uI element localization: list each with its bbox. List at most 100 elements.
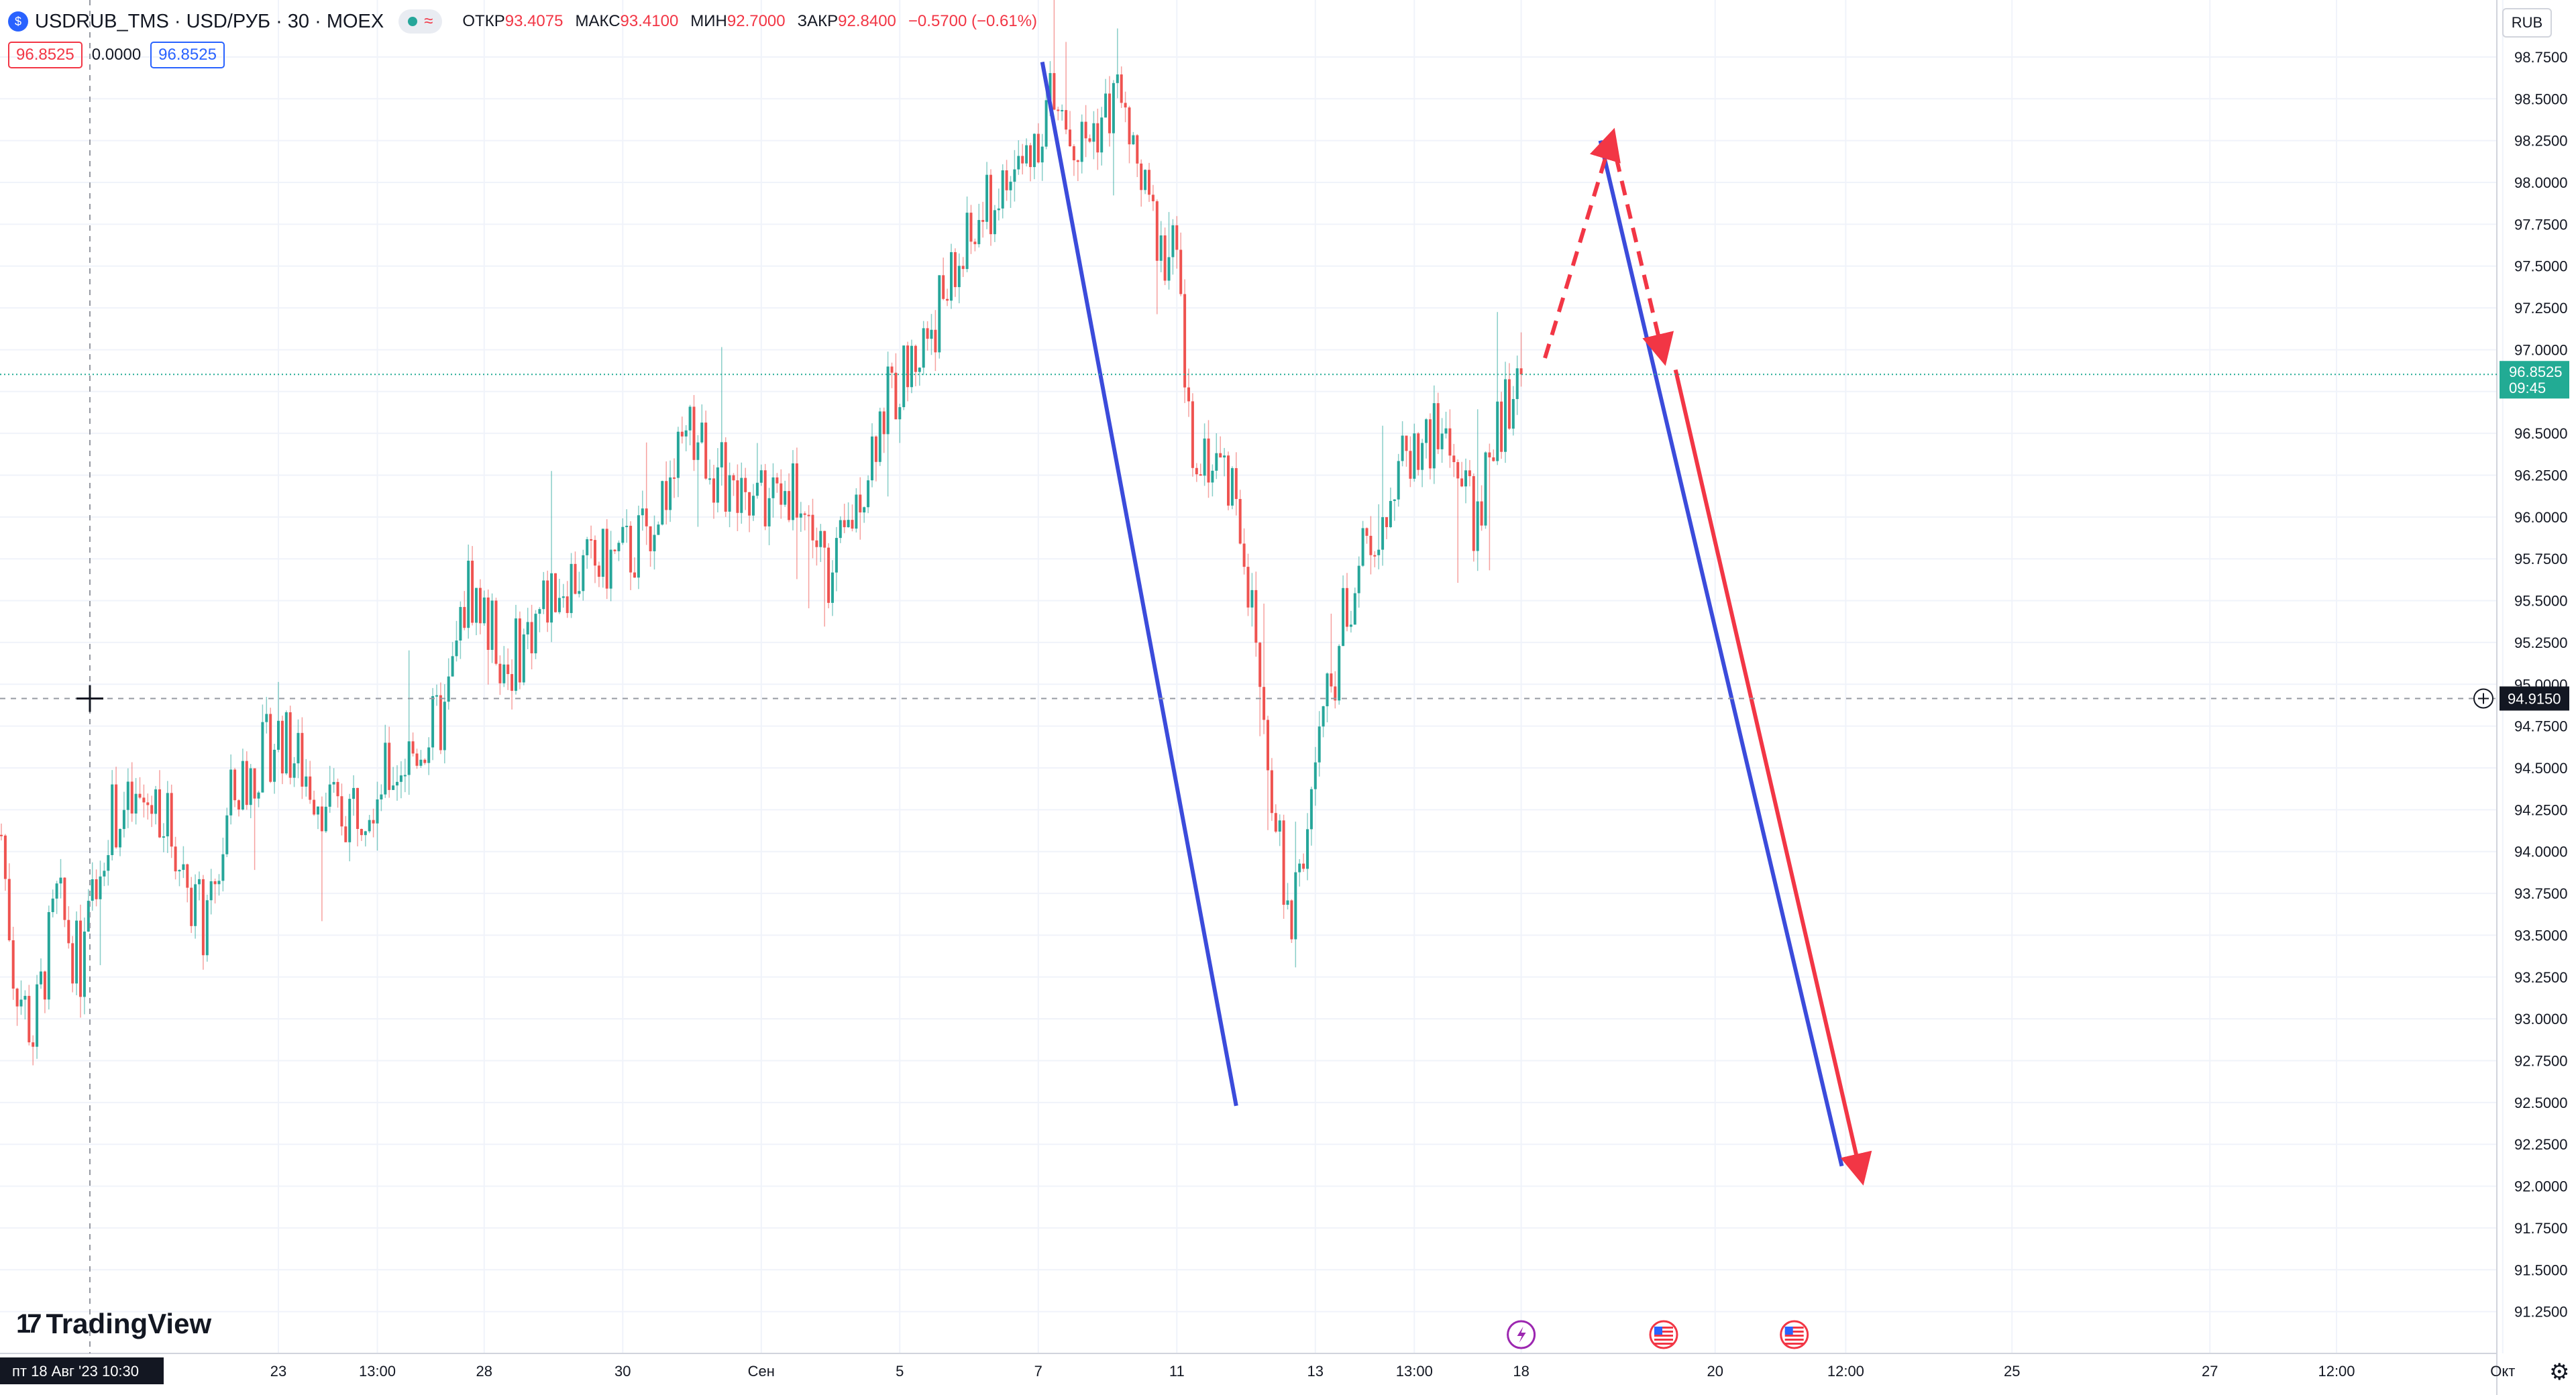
candle-body (233, 769, 237, 801)
candle-body (554, 573, 557, 612)
candle-body (392, 785, 395, 790)
time-tick-label: 30 (614, 1363, 631, 1380)
candle-body (475, 588, 478, 623)
candle-body (823, 531, 826, 548)
candle-body (32, 1042, 35, 1047)
candle-body (1369, 535, 1373, 555)
candle-body (431, 695, 435, 748)
candle-body (1476, 501, 1479, 551)
candle-body (134, 793, 138, 814)
candle-body (1302, 863, 1305, 869)
candle-body (209, 881, 213, 901)
candle-body (95, 879, 98, 899)
candle-body (700, 423, 704, 443)
event-markers (1507, 1320, 1809, 1349)
candle-body (594, 540, 596, 566)
tradingview-mark-icon: 17 (16, 1308, 42, 1339)
candle-body (1381, 517, 1385, 550)
candle-body (297, 732, 300, 764)
currency-button[interactable]: RUB (2502, 8, 2552, 38)
candle-body (1464, 470, 1467, 487)
candle-body (1313, 762, 1317, 789)
candle-body (423, 759, 427, 763)
candle-body (1274, 813, 1277, 832)
candle-body (625, 525, 629, 527)
candle-body (257, 792, 260, 799)
price-tick-label: 97.5000 (2514, 258, 2568, 275)
candle-body (550, 573, 553, 623)
candle-body (795, 463, 798, 518)
candle-body (1250, 590, 1254, 608)
candle-body (352, 787, 356, 799)
market-status-pill[interactable]: ≈ (398, 9, 443, 34)
candle-body (669, 477, 672, 510)
candle-body (1409, 451, 1412, 479)
candle-body (1203, 438, 1206, 476)
buy-button[interactable]: 96.8525 (150, 42, 225, 68)
lightning-glyph (1517, 1327, 1526, 1343)
candle-body (427, 747, 431, 763)
candle-body (1504, 379, 1507, 452)
time-tick-label: Сен (748, 1363, 775, 1380)
price-tick-label: 98.2500 (2514, 133, 2568, 150)
candle-body (43, 971, 46, 1000)
candle-body (415, 753, 419, 766)
close-value: 92.8400 (838, 12, 896, 30)
arrow-line (1673, 369, 1872, 1186)
candle-body (1219, 453, 1222, 458)
candle-body (205, 900, 209, 956)
time-tick-label: 20 (1707, 1363, 1723, 1380)
tradingview-logo[interactable]: 17 TradingView (16, 1308, 211, 1340)
candle-body (1492, 457, 1495, 461)
candle-body (435, 695, 438, 697)
candle-body (657, 524, 660, 535)
candle-body (843, 520, 846, 528)
candle-body (174, 846, 177, 872)
candle-body (633, 572, 636, 578)
price-tick-label: 91.2500 (2514, 1304, 2568, 1321)
time-tick-label: 11 (1169, 1363, 1185, 1380)
candle-body (792, 463, 794, 520)
candle-body (320, 806, 323, 832)
flag-stripe (1654, 1339, 1673, 1341)
candle-body (1413, 433, 1416, 479)
time-tick-label: 13 (1307, 1363, 1324, 1380)
candle-body (1242, 543, 1246, 567)
symbol-title[interactable]: USDRUB_TMS · USD/РУБ · 30 · MOEX (35, 10, 384, 32)
candle-body (767, 498, 771, 526)
candle-body (439, 695, 442, 750)
candle-body (578, 591, 581, 594)
candle-body (716, 467, 719, 503)
candle-body (1179, 249, 1183, 294)
high-label: МАКС (575, 12, 621, 30)
candle-body (3, 835, 7, 879)
time-tick-label: 13:00 (1396, 1363, 1433, 1380)
candle-body (863, 507, 866, 513)
candle-body (993, 210, 996, 235)
candle-body (269, 714, 272, 782)
candle-body (1385, 517, 1388, 527)
candle-body (859, 494, 862, 513)
candle-body (1175, 225, 1179, 250)
candle-body (1401, 435, 1404, 461)
candle-body (732, 475, 735, 481)
time-tick-label: 23 (270, 1363, 286, 1380)
candle-body (380, 794, 383, 799)
candle-body (1460, 478, 1464, 487)
spread-value: 0.0000 (91, 46, 142, 64)
drawings-layer (1040, 61, 1872, 1186)
candle-body (1223, 455, 1226, 458)
chart-grid (0, 0, 2504, 1353)
candle-body (1365, 528, 1368, 536)
candle-body (36, 984, 39, 1047)
candle-body (890, 366, 894, 373)
candle-body (490, 600, 494, 650)
candle-body (1053, 72, 1056, 110)
sell-button[interactable]: 96.8525 (8, 42, 83, 68)
candle-body (835, 538, 838, 573)
candle-body (1330, 673, 1333, 687)
settings-gear-icon[interactable]: ⚙ (2549, 1359, 2570, 1385)
candle-body (878, 411, 881, 462)
